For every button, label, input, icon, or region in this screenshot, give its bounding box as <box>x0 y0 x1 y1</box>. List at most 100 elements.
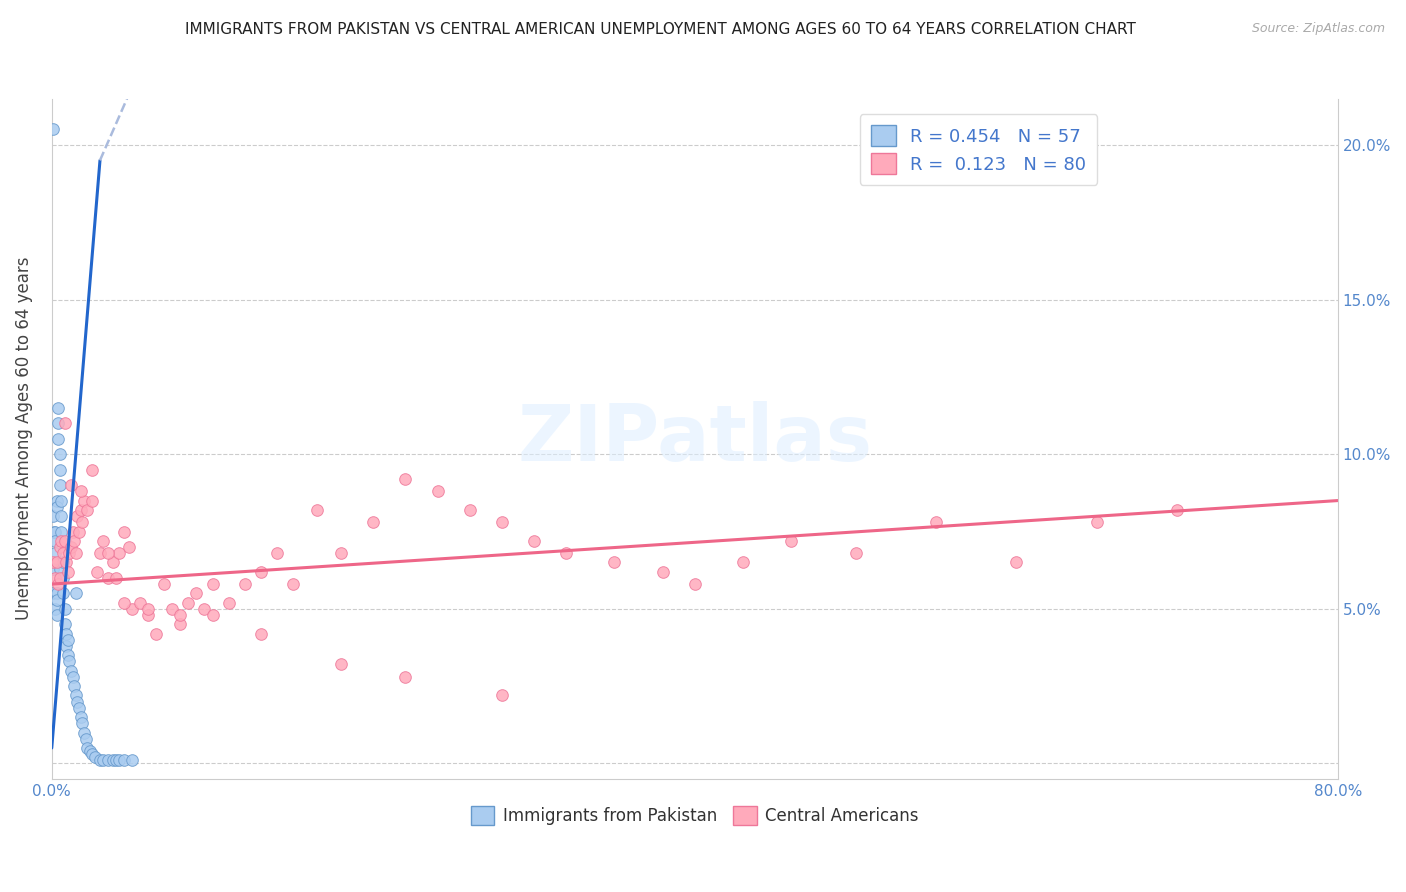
Point <box>169 617 191 632</box>
Point <box>41 122 63 136</box>
Point <box>60 478 83 492</box>
Point <box>55 556 77 570</box>
Point <box>80 463 103 477</box>
Point <box>44 533 66 548</box>
Point <box>75 731 97 746</box>
Point <box>52 556 75 570</box>
Point <box>69 710 91 724</box>
Point <box>51 509 73 524</box>
Point <box>42 556 65 570</box>
Point <box>145 626 167 640</box>
Point <box>58 654 80 668</box>
Point <box>218 596 240 610</box>
Point <box>97 546 120 560</box>
Point <box>201 607 224 622</box>
Point <box>46 401 69 415</box>
Point <box>51 524 73 539</box>
Point <box>249 565 271 579</box>
Point <box>651 565 673 579</box>
Point <box>91 753 114 767</box>
Point <box>97 753 120 767</box>
Point <box>65 689 87 703</box>
Point <box>121 602 143 616</box>
Point <box>63 679 86 693</box>
Point <box>603 556 626 570</box>
Point <box>162 602 184 616</box>
Y-axis label: Unemployment Among Ages 60 to 64 years: Unemployment Among Ages 60 to 64 years <box>15 257 32 621</box>
Point <box>1166 503 1188 517</box>
Point <box>72 515 94 529</box>
Point <box>72 716 94 731</box>
Point <box>51 533 73 548</box>
Point <box>281 577 304 591</box>
Point <box>66 695 89 709</box>
Point <box>97 571 120 585</box>
Point <box>65 586 87 600</box>
Point <box>53 417 76 431</box>
Point <box>46 577 69 591</box>
Point <box>121 753 143 767</box>
Point <box>44 571 66 585</box>
Point <box>46 417 69 431</box>
Point <box>44 602 66 616</box>
Point <box>51 493 73 508</box>
Point <box>49 463 72 477</box>
Point <box>45 493 67 508</box>
Point <box>330 657 353 672</box>
Point <box>683 577 706 591</box>
Point <box>79 744 101 758</box>
Point <box>76 741 98 756</box>
Point <box>91 533 114 548</box>
Point <box>491 689 513 703</box>
Point <box>55 626 77 640</box>
Point <box>193 602 215 616</box>
Point <box>60 664 83 678</box>
Point <box>89 546 111 560</box>
Point <box>62 670 84 684</box>
Point <box>52 546 75 560</box>
Point <box>555 546 578 560</box>
Point <box>62 524 84 539</box>
Point <box>45 592 67 607</box>
Point <box>394 670 416 684</box>
Point <box>780 533 803 548</box>
Point <box>105 753 128 767</box>
Point <box>86 565 108 579</box>
Point <box>186 586 208 600</box>
Point <box>266 546 288 560</box>
Point <box>45 607 67 622</box>
Point <box>49 447 72 461</box>
Point <box>63 533 86 548</box>
Point <box>249 626 271 640</box>
Point <box>112 524 135 539</box>
Point <box>58 546 80 560</box>
Point <box>49 571 72 585</box>
Point <box>233 577 256 591</box>
Point <box>76 503 98 517</box>
Point <box>56 565 79 579</box>
Point <box>67 700 90 714</box>
Point <box>42 586 65 600</box>
Point <box>153 577 176 591</box>
Point <box>105 571 128 585</box>
Point <box>1005 556 1028 570</box>
Point <box>731 556 754 570</box>
Point <box>69 484 91 499</box>
Point <box>136 602 159 616</box>
Point <box>45 586 67 600</box>
Point <box>108 546 131 560</box>
Point <box>925 515 948 529</box>
Point <box>52 586 75 600</box>
Point <box>49 540 72 554</box>
Point <box>523 533 546 548</box>
Point <box>46 432 69 446</box>
Point <box>65 546 87 560</box>
Point <box>49 561 72 575</box>
Point <box>53 533 76 548</box>
Point <box>101 753 124 767</box>
Point <box>426 484 449 499</box>
Point <box>136 607 159 622</box>
Point <box>330 546 353 560</box>
Point <box>129 596 152 610</box>
Point <box>89 753 111 767</box>
